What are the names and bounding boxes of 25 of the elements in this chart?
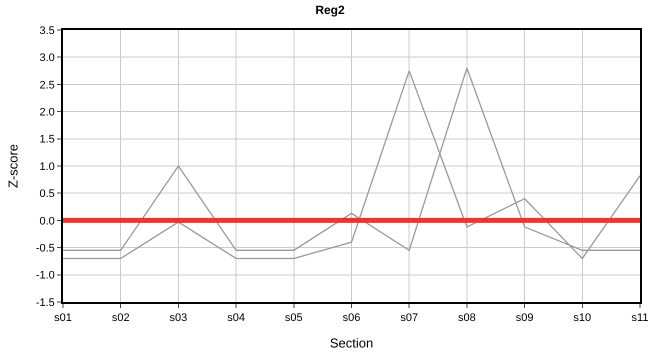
x-tick-label: s06 xyxy=(342,312,360,324)
chart-title: Reg2 xyxy=(315,2,345,17)
y-tick-label: 0.5 xyxy=(40,188,55,200)
y-tick-label: -0.5 xyxy=(36,242,55,254)
y-tick-label: 1.5 xyxy=(40,134,55,146)
x-tick-label: s05 xyxy=(284,312,303,324)
x-axis-title: Section xyxy=(330,335,374,350)
y-tick-label: -1.5 xyxy=(36,296,55,309)
x-tick-label: s11 xyxy=(632,312,648,324)
y-tick-label: 2.0 xyxy=(40,106,55,118)
x-tick-label: s08 xyxy=(458,312,476,324)
y-axis-title: Z-score xyxy=(5,144,20,188)
y-tick-label: 1.0 xyxy=(40,160,55,173)
y-tick-label: 2.5 xyxy=(40,79,55,92)
x-tick-label: s04 xyxy=(227,312,245,324)
y-tick-label: 3.0 xyxy=(40,52,55,64)
x-tick-label: s07 xyxy=(400,312,418,324)
y-tick-label: 0.0 xyxy=(40,215,55,228)
x-tick-label: s10 xyxy=(573,312,592,324)
x-tick-label: s02 xyxy=(112,312,130,324)
x-tick-label: s03 xyxy=(170,312,188,324)
x-tick-label: s09 xyxy=(516,312,534,324)
y-tick-label: -1.0 xyxy=(36,270,55,282)
x-tick-label: s01 xyxy=(54,312,72,324)
y-tick-label: 3.5 xyxy=(40,24,55,37)
